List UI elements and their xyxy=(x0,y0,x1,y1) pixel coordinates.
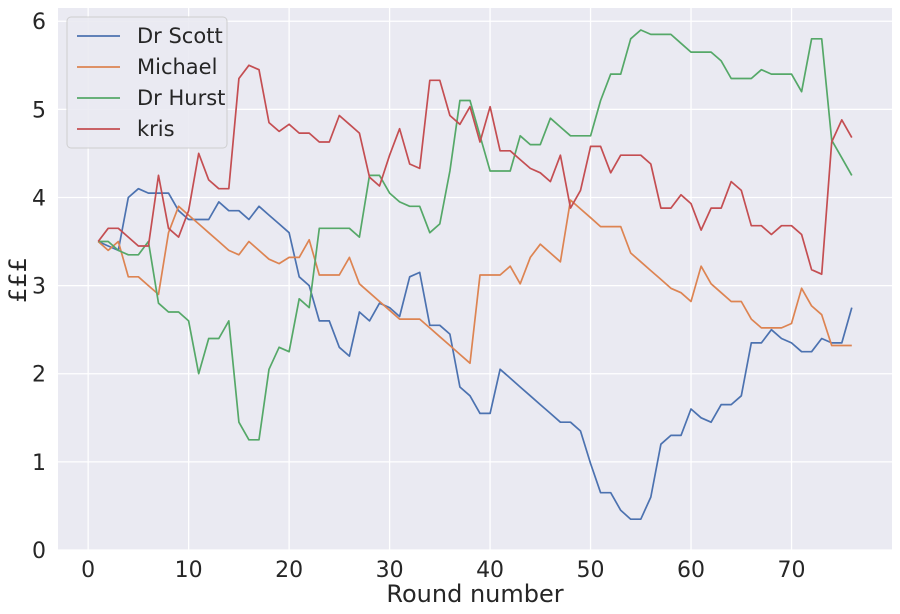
y-tick-label: 4 xyxy=(32,186,46,211)
legend-box xyxy=(66,16,228,149)
x-tick-label: 10 xyxy=(175,558,203,583)
x-tick-label: 30 xyxy=(376,558,404,583)
y-tick-labels: 0 1 2 3 4 5 6 xyxy=(32,10,46,564)
series-lines xyxy=(97,29,853,521)
legend-label-dr-hurst: Dr Hurst xyxy=(137,86,225,110)
legend-label-kris: kris xyxy=(137,117,175,141)
y-tick-label: 3 xyxy=(32,275,46,300)
legend-label-dr-scott: Dr Scott xyxy=(137,24,223,48)
series-line-michael xyxy=(97,199,852,365)
y-tick-label: 5 xyxy=(32,98,46,123)
y-tick-label: 0 xyxy=(32,539,46,564)
series-line-dr-scott xyxy=(97,187,853,521)
grid-lines xyxy=(58,8,892,551)
y-tick-label: 1 xyxy=(32,451,46,476)
x-tick-label: 40 xyxy=(476,558,504,583)
x-tick-labels: 0 10 20 30 40 50 60 70 xyxy=(81,558,805,583)
x-tick-label: 0 xyxy=(81,558,95,583)
x-tick-label: 20 xyxy=(275,558,303,583)
legend-label-michael: Michael xyxy=(137,55,217,79)
legend: Dr Scott Michael Dr Hurst kris xyxy=(66,16,228,149)
y-tick-label: 2 xyxy=(32,363,46,388)
series-line-dr-hurst xyxy=(98,29,853,441)
x-tick-label: 50 xyxy=(577,558,605,583)
y-tick-label: 6 xyxy=(32,10,46,35)
x-tick-label: 60 xyxy=(677,558,705,583)
x-axis-label: Round number xyxy=(386,580,563,608)
x-tick-label: 70 xyxy=(778,558,806,583)
series-line-kris xyxy=(97,64,853,276)
y-axis-label: £££ xyxy=(4,257,32,303)
